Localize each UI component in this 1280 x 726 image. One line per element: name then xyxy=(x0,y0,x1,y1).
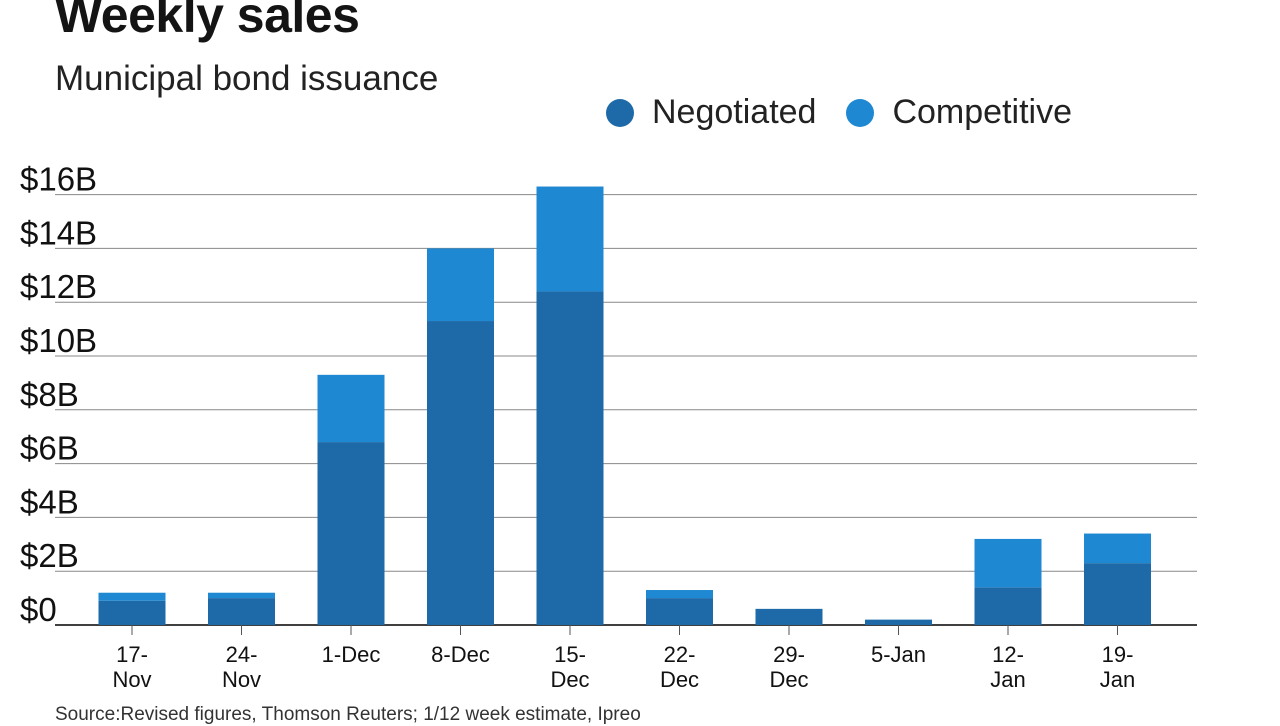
chart-subtitle: Municipal bond issuance xyxy=(55,59,439,98)
source-note: Source:Revised figures, Thomson Reuters;… xyxy=(55,704,641,725)
bar-negotiated xyxy=(646,598,713,625)
bar-competitive xyxy=(1084,533,1151,564)
bar-negotiated xyxy=(755,608,823,625)
y-tick-label: $12B xyxy=(20,268,97,305)
bar-negotiated xyxy=(98,600,166,625)
y-tick-label: $8B xyxy=(20,376,79,413)
y-tick-label: $0 xyxy=(20,591,57,628)
x-tick-label: 1-Dec xyxy=(322,642,381,667)
legend-item-negotiated: Negotiated xyxy=(606,93,816,132)
bar-negotiated xyxy=(536,291,604,625)
y-tick-label: $4B xyxy=(20,483,79,520)
y-tick-label: $14B xyxy=(20,214,97,251)
bar-competitive xyxy=(646,590,713,599)
bar-negotiated xyxy=(1084,563,1151,625)
y-tick-label: $10B xyxy=(20,322,97,359)
bar-negotiated xyxy=(208,598,275,625)
bar-negotiated xyxy=(427,321,494,625)
bar-competitive xyxy=(98,592,166,601)
bar-competitive xyxy=(317,374,385,443)
x-tick-label: 29-Dec xyxy=(769,642,808,692)
legend: Negotiated Competitive xyxy=(606,93,1102,132)
x-tick-label: 17-Nov xyxy=(112,642,151,692)
chart-title: Weekly sales xyxy=(55,0,360,43)
x-tick-label: 24-Nov xyxy=(222,642,261,692)
x-tick-label: 22-Dec xyxy=(660,642,699,692)
y-tick-label: $2B xyxy=(20,537,79,574)
x-tick-label: 5-Jan xyxy=(871,642,926,667)
bar-competitive xyxy=(208,592,275,599)
bar-negotiated xyxy=(865,619,932,625)
bar-competitive xyxy=(536,186,604,292)
x-tick-label: 8-Dec xyxy=(431,642,490,667)
bar-negotiated xyxy=(974,587,1042,625)
y-tick-label: $6B xyxy=(20,430,79,467)
bar-negotiated xyxy=(317,442,385,625)
x-tick-label: 15-Dec xyxy=(550,642,589,692)
bar-competitive xyxy=(974,538,1042,588)
legend-label-negotiated: Negotiated xyxy=(652,93,817,131)
x-tick-label: 19-Jan xyxy=(1100,642,1135,692)
y-tick-label: $16B xyxy=(20,161,97,198)
legend-item-competitive: Competitive xyxy=(846,93,1072,132)
legend-label-competitive: Competitive xyxy=(892,93,1072,131)
legend-swatch-competitive xyxy=(846,98,875,127)
x-tick-label: 12-Jan xyxy=(990,642,1025,692)
legend-swatch-negotiated xyxy=(606,98,634,127)
bar-competitive xyxy=(427,248,494,322)
